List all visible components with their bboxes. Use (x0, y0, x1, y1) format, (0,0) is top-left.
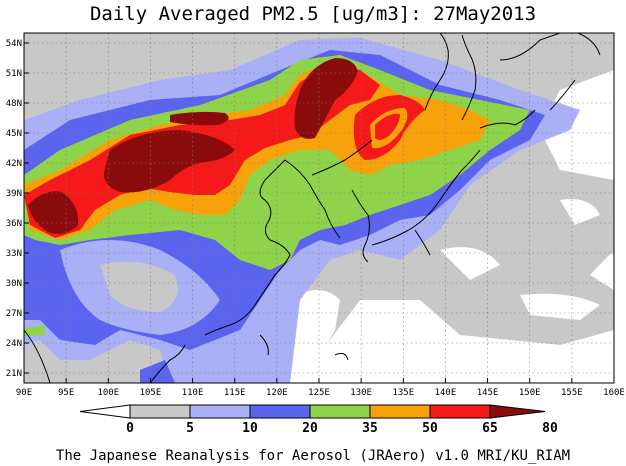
lon-label: 120E (266, 388, 288, 398)
colorbar-swatch (249, 404, 311, 419)
lat-label: 51N (6, 69, 22, 79)
lon-label: 145E (477, 388, 499, 398)
colorbar-label: 35 (362, 421, 378, 436)
pm25-field (24, 33, 614, 383)
colorbar-label: 5 (186, 421, 194, 436)
axis-ticks (23, 42, 615, 383)
lat-label: 42N (6, 159, 22, 169)
colorbar-label: 50 (422, 421, 438, 436)
longitude-labels: 90E 95E 100E 105E 110E 115E 120E 125E 130E 135E 14… (16, 388, 625, 398)
colorbar-swatch (189, 404, 251, 419)
colorbar (79, 404, 546, 419)
lon-label: 155E (561, 388, 583, 398)
lat-label: 36N (6, 219, 22, 229)
coastlines (24, 33, 601, 383)
footer-credit: The Japanese Reanalysis for Aerosol (JRA… (56, 448, 570, 464)
colorbar-swatch (489, 404, 546, 419)
colorbar-labels: 0 5 10 20 35 50 65 80 (126, 421, 558, 436)
lon-label: 135E (392, 388, 414, 398)
lat-label: 54N (6, 39, 22, 49)
colorbar-swatch (429, 404, 491, 419)
lat-label: 30N (6, 279, 22, 289)
lat-label: 21N (6, 369, 22, 379)
figure-title: Daily Averaged PM2.5 [ug/m3]: 27May2013 (90, 3, 536, 25)
lat-label: 39N (6, 189, 22, 199)
lon-label: 100E (97, 388, 119, 398)
lon-label: 115E (224, 388, 246, 398)
colorbar-label: 65 (482, 421, 498, 436)
colorbar-label: 20 (302, 421, 318, 436)
lat-label: 45N (6, 129, 22, 139)
colorbar-swatch (369, 404, 431, 419)
colorbar-label: 0 (126, 421, 134, 436)
latitude-labels: 54N 51N 48N 45N 42N 39N 36N 33N 30N 27N 24N 21N (6, 39, 22, 379)
lon-label: 125E (308, 388, 330, 398)
lon-label: 160E (603, 388, 625, 398)
colorbar-swatch (309, 404, 371, 419)
map-gridlines (24, 33, 614, 383)
colorbar-swatch (79, 404, 131, 419)
lon-label: 130E (350, 388, 372, 398)
lat-label: 48N (6, 99, 22, 109)
lon-label: 95E (58, 388, 74, 398)
lat-label: 24N (6, 339, 22, 349)
lon-label: 140E (435, 388, 457, 398)
lat-label: 33N (6, 249, 22, 259)
lon-label: 110E (182, 388, 204, 398)
colorbar-swatch (129, 404, 191, 419)
lat-label: 27N (6, 309, 22, 319)
lon-label: 105E (140, 388, 162, 398)
colorbar-label: 10 (242, 421, 258, 436)
lon-label: 150E (519, 388, 541, 398)
lon-label: 90E (16, 388, 32, 398)
colorbar-label: 80 (542, 421, 558, 436)
